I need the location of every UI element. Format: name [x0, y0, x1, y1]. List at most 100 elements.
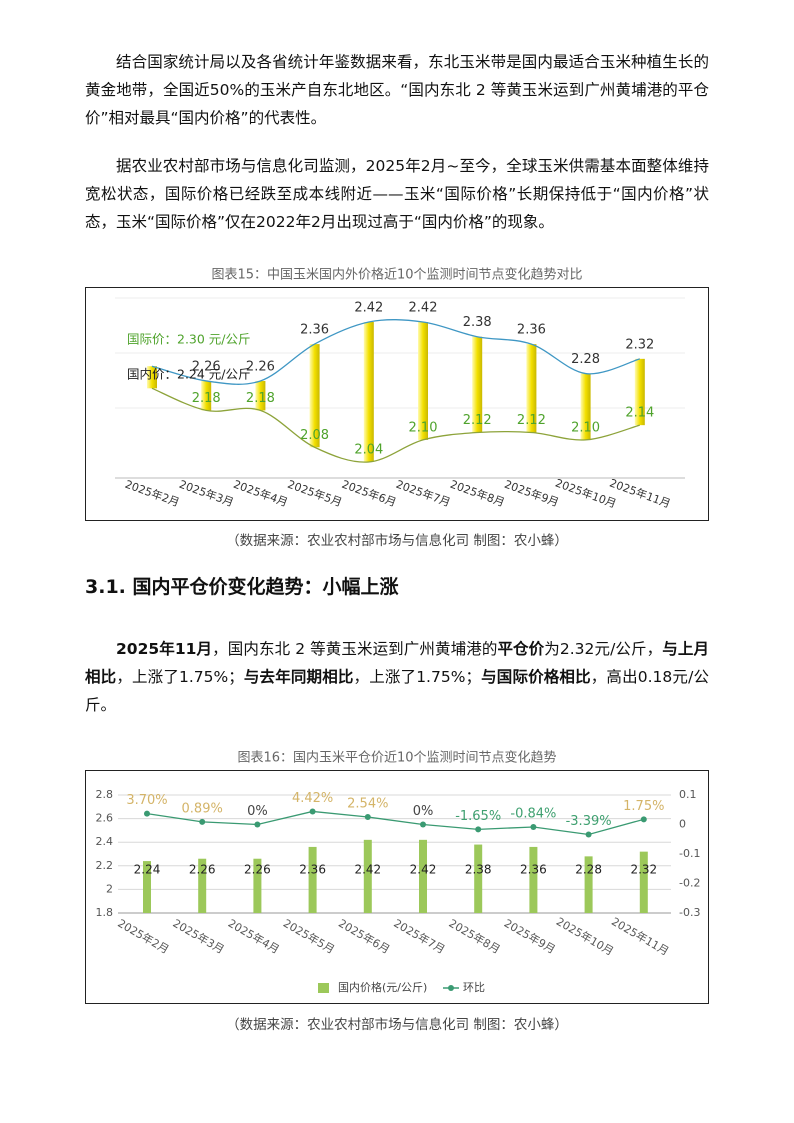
- line: [146, 810, 644, 836]
- section-heading: 3.1. 国内平仓价变化趋势：小幅上涨: [85, 576, 399, 598]
- value-label: 1.75%: [623, 799, 664, 814]
- range-bar: [201, 380, 212, 411]
- text-run: ，高出0.18元/公斤。: [85, 668, 709, 714]
- bar: [419, 839, 427, 913]
- x-tick-label: 2025年3月: [177, 477, 235, 510]
- bar: [143, 861, 151, 913]
- text-run: 平仓价: [497, 640, 545, 658]
- bar: [639, 851, 648, 913]
- line-marker: [640, 816, 647, 823]
- chart: 图表15：中国玉米国内外价格近10个监测时间节点变化趋势对比 2.26 2.26 2…: [85, 267, 709, 521]
- range-bar: [255, 380, 266, 411]
- value-label: 2.32: [630, 863, 657, 877]
- value-label: 2.26: [192, 359, 221, 374]
- line-marker: [254, 821, 261, 828]
- bar: [584, 856, 593, 913]
- value-label: 2.38: [463, 315, 492, 330]
- value-label: 4.42%: [292, 791, 333, 806]
- legend-label: 环比: [463, 981, 485, 994]
- value-label: -3.39%: [566, 814, 612, 829]
- y-tick-label: 2.6: [96, 812, 114, 825]
- paragraph: 结合国家统计局以及各省统计年鉴数据来看，东北玉米带是国内最适合玉米种植生长的黄金…: [85, 53, 709, 127]
- x-tick-label: 2025年11月: [608, 476, 673, 511]
- value-label: 2.28: [575, 863, 602, 877]
- value-label: 0%: [413, 804, 434, 819]
- y-tick-label: 2: [106, 882, 113, 895]
- value-label: 2.42: [354, 863, 381, 877]
- range-bar: [526, 344, 537, 433]
- value-label: 2.42: [409, 301, 438, 316]
- chart-frame: [85, 770, 709, 1004]
- bar: [198, 858, 207, 913]
- value-label: 2.36: [520, 863, 547, 877]
- text-run: ，上涨了1.75%；: [116, 668, 244, 686]
- value-label: 2.26: [246, 359, 275, 374]
- value-label: 2.26: [189, 863, 216, 877]
- value-label: 2.10: [409, 420, 438, 435]
- x-tick-label: 2025年5月: [286, 477, 344, 510]
- y-tick-label: 1.8: [96, 906, 114, 919]
- value-label: 2.04: [354, 443, 383, 458]
- x-tick-label: 2025年2月: [123, 477, 181, 510]
- value-label: 2.38: [465, 863, 492, 877]
- value-label: 2.08: [300, 428, 329, 443]
- line-marker: [530, 823, 537, 830]
- line-marker: [420, 821, 426, 828]
- y-tick-label: 2.8: [96, 788, 114, 801]
- value-label: 3.70%: [126, 793, 167, 808]
- value-label: 0%: [247, 804, 268, 819]
- text-run: ，上涨了1.75%；: [353, 668, 481, 686]
- bar: [363, 839, 372, 913]
- y-tick-label: 2.2: [96, 859, 114, 872]
- paragraph: 2025年11月，国内东北 2 等黄玉米运到广州黄埔港的平仓价为2.32元/公斤…: [85, 635, 709, 719]
- y2-tick-label: 0: [679, 818, 686, 831]
- x-tick-label: 2025年5月: [281, 916, 337, 957]
- value-label: -1.65%: [455, 809, 501, 824]
- value-label: 2.14: [625, 406, 654, 421]
- bar: [308, 846, 317, 913]
- x-tick-label: 2025年2月: [115, 916, 171, 957]
- line-marker: [364, 814, 371, 821]
- value-label: 2.24: [134, 863, 161, 877]
- x-tick-label: 2025年9月: [503, 477, 561, 510]
- line-marker: [144, 810, 150, 817]
- value-label: 2.42: [410, 863, 437, 877]
- text-run: 与国际价格相比: [480, 668, 591, 686]
- value-label: 2.18: [246, 391, 275, 406]
- value-label: 2.54%: [347, 797, 388, 812]
- text-run: ，国内东北 2 等黄玉米运到广州黄埔港的: [212, 640, 498, 658]
- line: [151, 319, 640, 385]
- x-tick-label: 2025年4月: [226, 916, 282, 957]
- value-label: 2.28: [571, 352, 600, 367]
- x-tick-label: 2025年10月: [553, 476, 618, 511]
- chart-title: 图表15：中国玉米国内外价格近10个监测时间节点变化趋势对比: [211, 267, 582, 283]
- y2-tick-label: -0.1: [679, 847, 700, 860]
- line-marker: [199, 818, 206, 825]
- text-run: 为2.32元/公斤，: [544, 640, 663, 658]
- bar: [253, 858, 262, 913]
- range-bar: [363, 322, 374, 462]
- y2-tick-label: -0.2: [679, 877, 700, 890]
- range-bar: [309, 344, 320, 448]
- x-tick-label: 2025年3月: [171, 916, 227, 957]
- annotation: 国际价：2.30 元/公斤: [127, 332, 251, 347]
- range-bar: [580, 373, 591, 440]
- x-tick-label: 2025年6月: [340, 477, 398, 510]
- x-tick-label: 2025年6月: [336, 916, 392, 957]
- value-label: 2.36: [299, 863, 326, 877]
- x-tick-label: 2025年10月: [554, 914, 616, 958]
- line-marker: [309, 808, 316, 815]
- value-label: 0.89%: [182, 801, 223, 816]
- x-tick-label: 2025年8月: [448, 477, 506, 510]
- value-label: 2.42: [354, 301, 383, 316]
- value-label: 2.10: [571, 420, 600, 435]
- range-bar: [634, 358, 645, 426]
- value-label: 2.36: [517, 323, 546, 338]
- legend-swatch: [448, 985, 454, 991]
- line-marker: [475, 826, 482, 833]
- legend-swatch: [318, 983, 329, 993]
- value-label: 2.36: [300, 323, 329, 338]
- source-note: （数据来源：农业农村部市场与信息化司 制图：农小蜂）: [226, 533, 568, 549]
- value-label: 2.32: [625, 337, 654, 352]
